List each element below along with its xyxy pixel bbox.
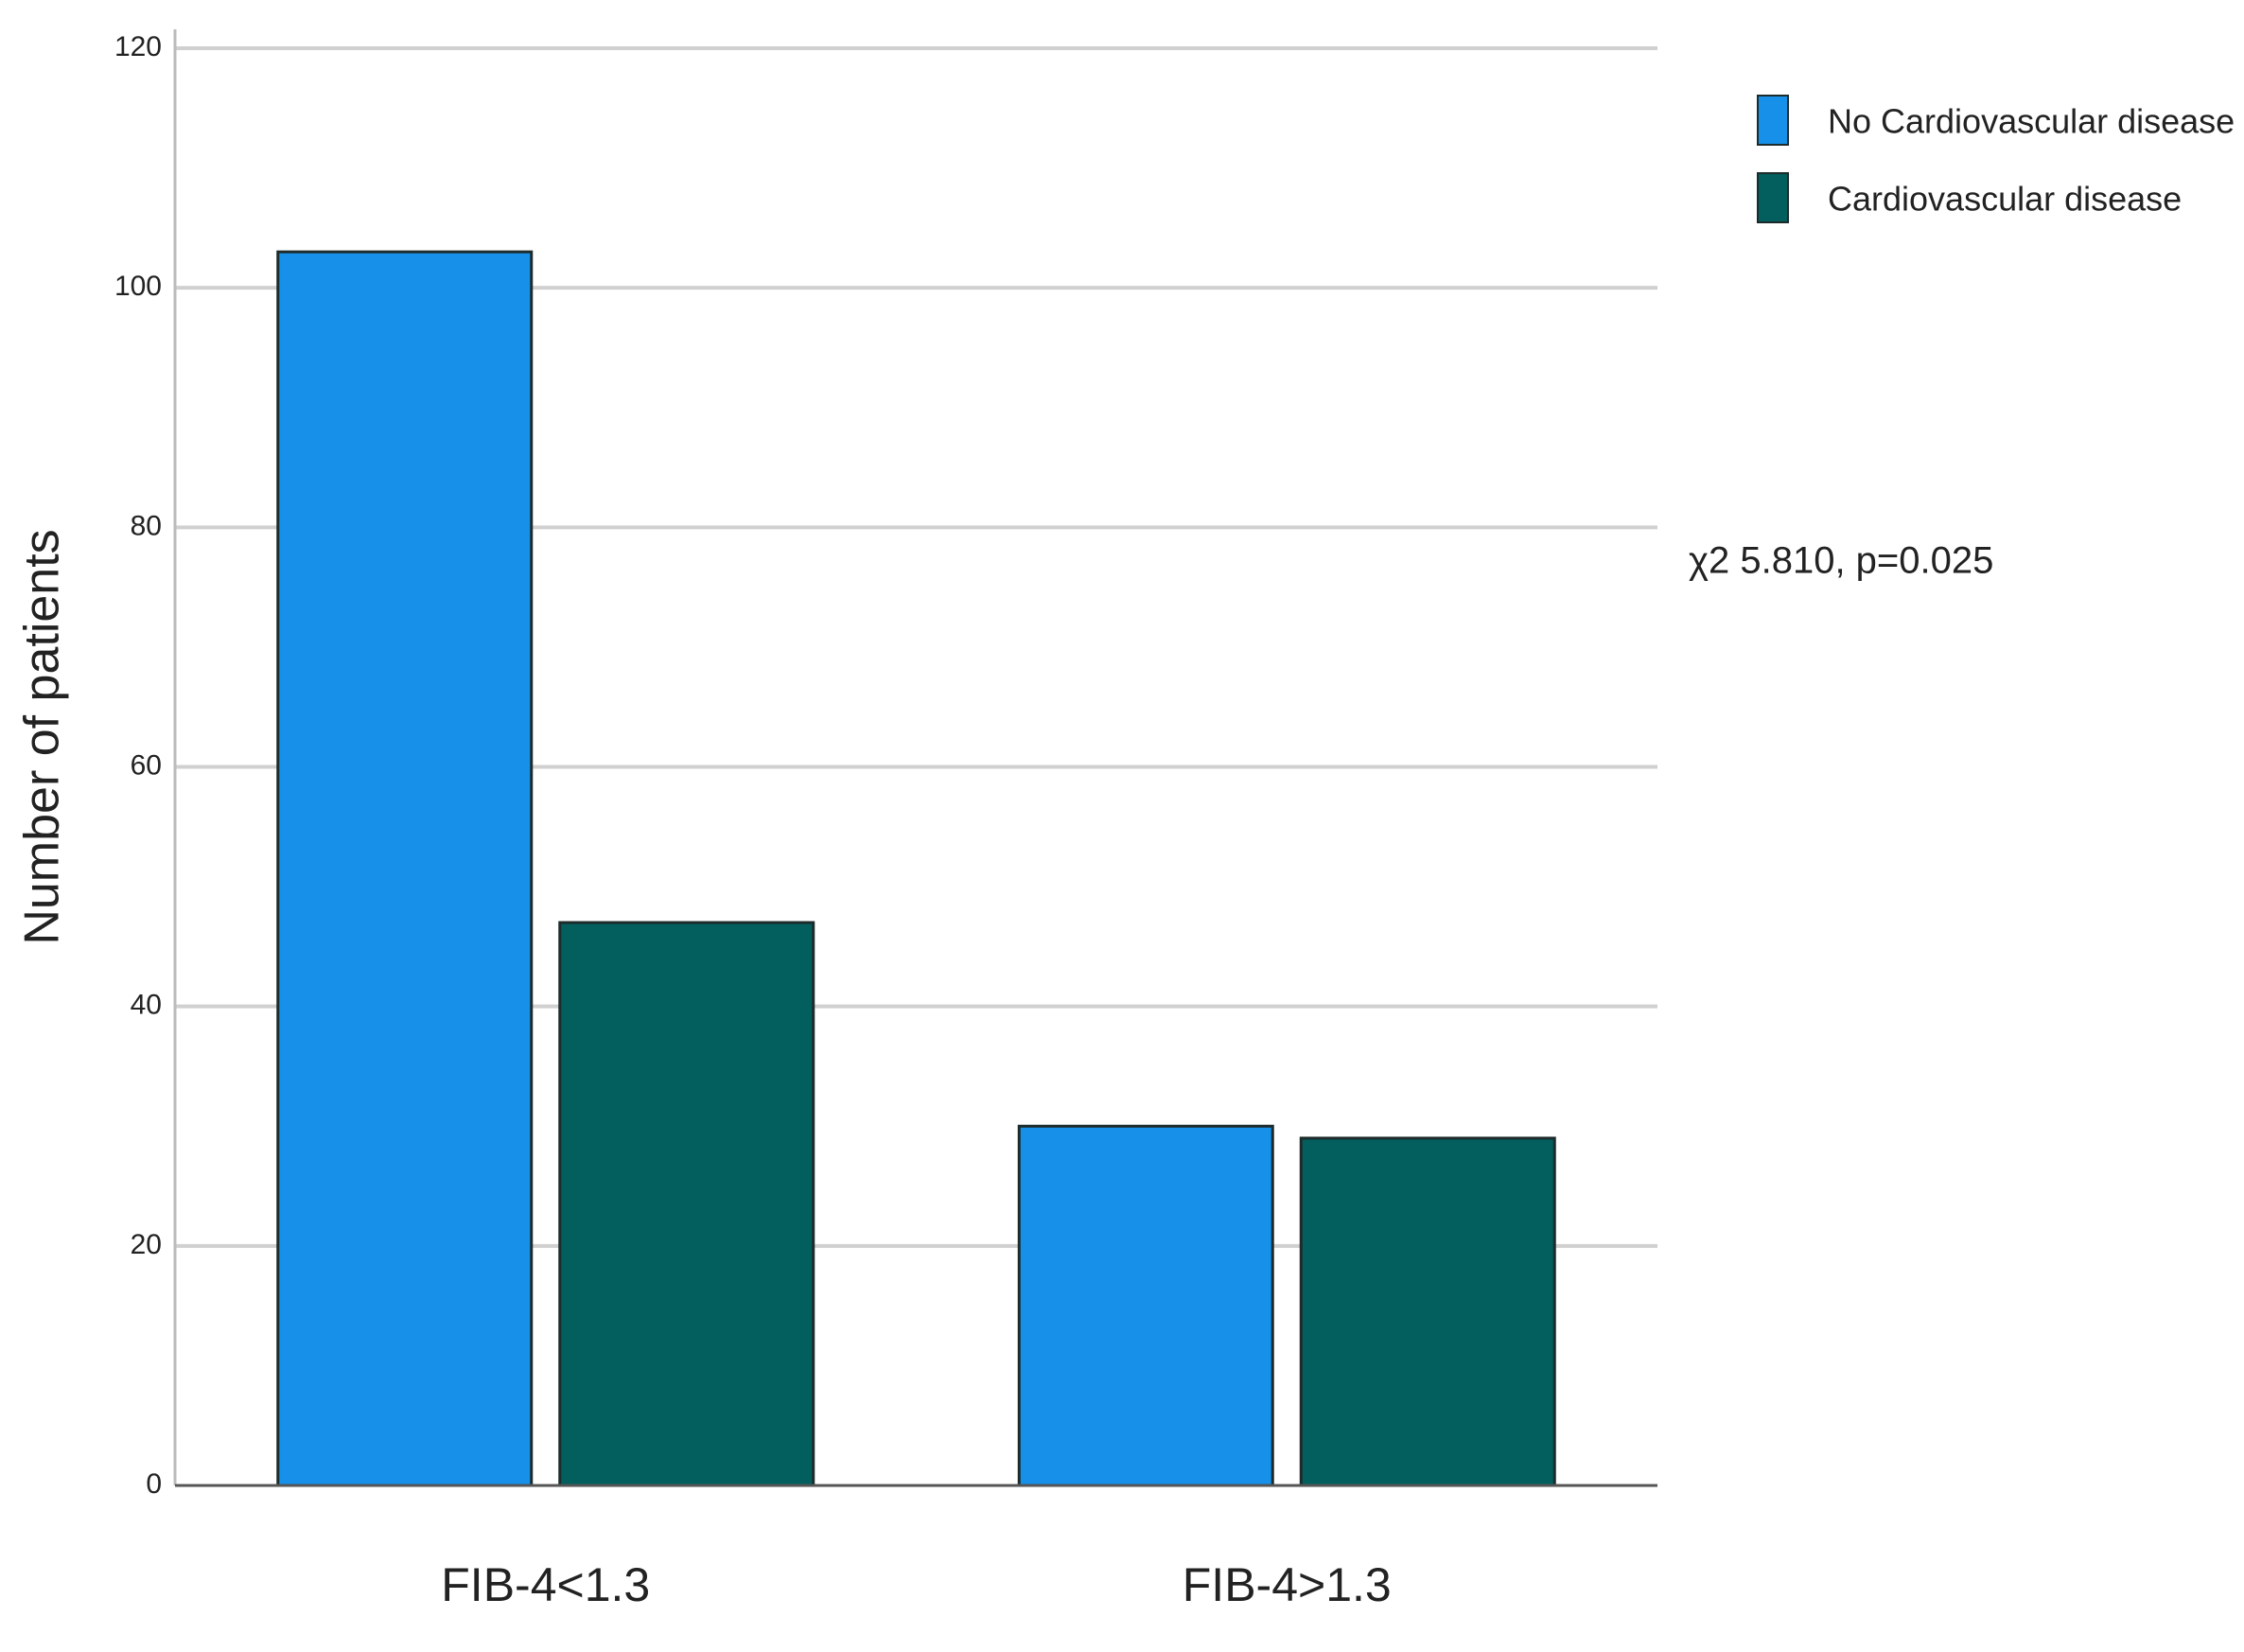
legend-swatch — [1757, 95, 1789, 146]
legend-label: No Cardiovascular disease — [1828, 102, 2235, 141]
bar — [1299, 1136, 1556, 1487]
legend-label: Cardiovascular disease — [1828, 180, 2182, 219]
bar — [1017, 1124, 1274, 1487]
y-tick-label: 80 — [131, 510, 162, 541]
bar — [276, 250, 534, 1487]
y-tick-label: 100 — [114, 271, 162, 302]
y-tick-label: 120 — [114, 31, 162, 62]
y-tick-label: 20 — [131, 1229, 162, 1260]
x-tick-label: FIB-4<1.3 — [441, 1558, 650, 1611]
bar — [558, 921, 815, 1487]
y-tick-label: 0 — [146, 1468, 162, 1500]
annotation: χ2 5.810, p=0.025 — [1689, 540, 1993, 582]
legend-swatch — [1757, 172, 1789, 223]
y-tick-label: 60 — [131, 749, 162, 781]
y-tick-label: 40 — [131, 990, 162, 1021]
x-tick-label: FIB-4>1.3 — [1183, 1558, 1392, 1611]
y-axis-label: Number of patients — [15, 529, 70, 944]
